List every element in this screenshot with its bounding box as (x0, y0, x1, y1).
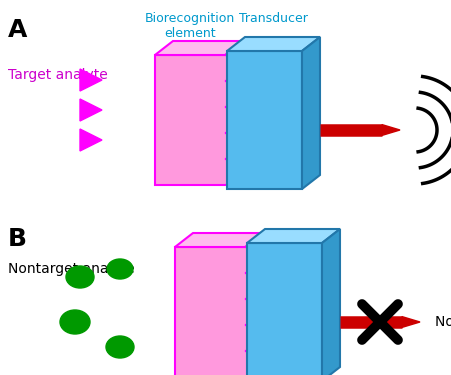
Polygon shape (226, 37, 319, 51)
Polygon shape (80, 69, 102, 91)
Polygon shape (246, 243, 321, 375)
Polygon shape (381, 124, 399, 135)
Text: Transducer: Transducer (238, 12, 307, 25)
Text: A: A (8, 18, 28, 42)
Polygon shape (301, 37, 319, 189)
Text: Nontarget analyte: Nontarget analyte (8, 262, 134, 276)
Polygon shape (175, 233, 262, 247)
Text: Target analyte: Target analyte (8, 68, 107, 82)
Polygon shape (226, 51, 301, 189)
Polygon shape (155, 41, 243, 55)
Polygon shape (80, 99, 102, 121)
Ellipse shape (106, 336, 133, 358)
Polygon shape (155, 55, 243, 185)
Polygon shape (401, 316, 419, 327)
Text: No signal: No signal (434, 315, 451, 329)
Polygon shape (246, 229, 339, 243)
Polygon shape (321, 229, 339, 375)
Text: B: B (8, 227, 27, 251)
Ellipse shape (107, 259, 133, 279)
Polygon shape (175, 247, 262, 375)
Polygon shape (80, 129, 102, 151)
Text: Biorecognition
element: Biorecognition element (145, 12, 235, 40)
Ellipse shape (60, 310, 90, 334)
Ellipse shape (66, 266, 94, 288)
